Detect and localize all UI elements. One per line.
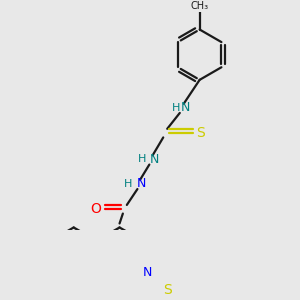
Text: H: H (138, 154, 146, 164)
Text: S: S (163, 283, 172, 297)
Text: N: N (149, 153, 159, 166)
Text: N: N (181, 101, 190, 114)
Text: CH₃: CH₃ (190, 2, 209, 11)
Text: H: H (172, 103, 180, 112)
Text: O: O (90, 202, 101, 216)
Text: N: N (143, 266, 152, 279)
Text: N: N (137, 177, 146, 190)
Text: S: S (196, 126, 205, 140)
Text: H: H (124, 179, 132, 189)
